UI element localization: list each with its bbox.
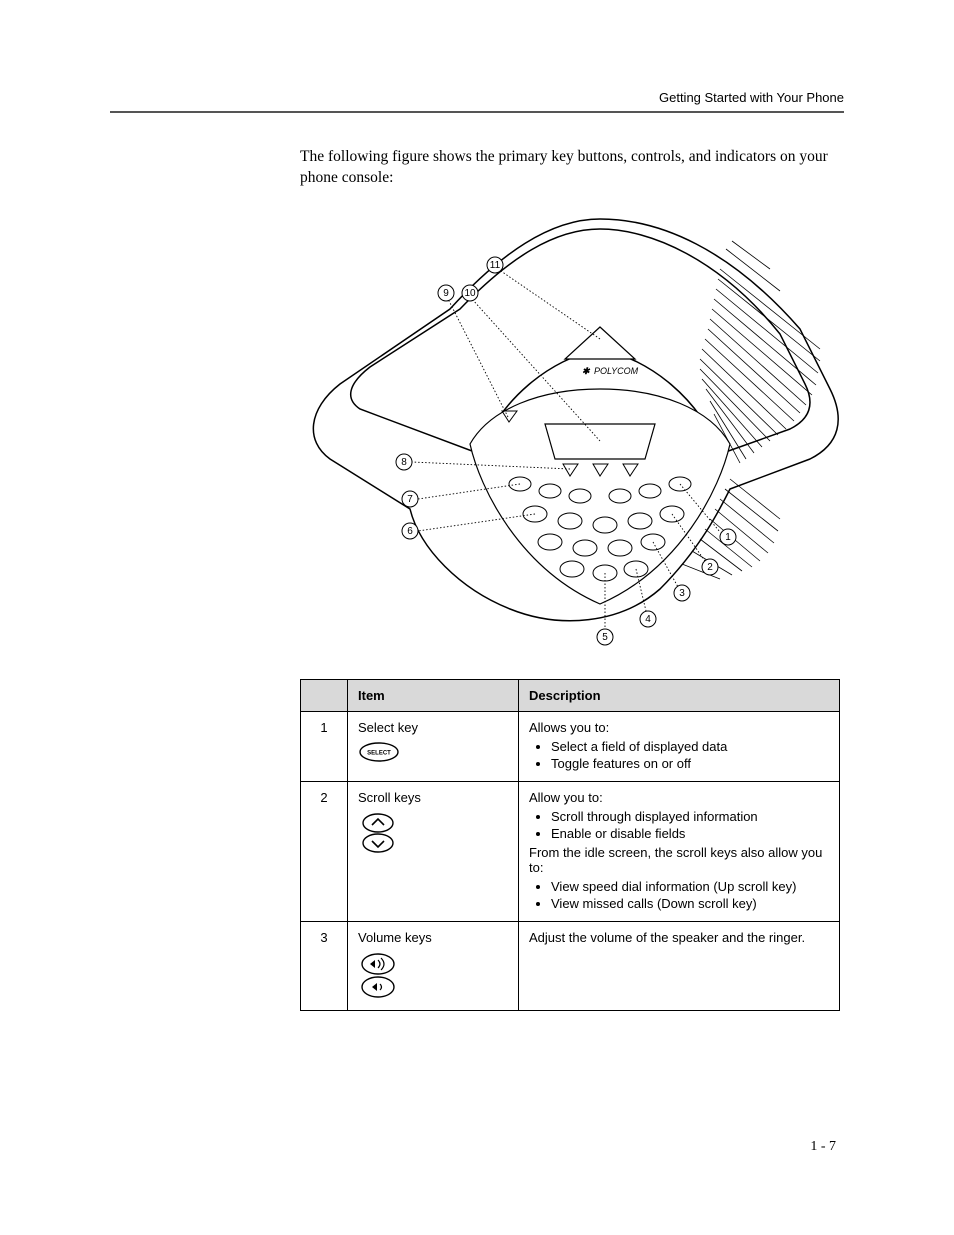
svg-text:SELECT: SELECT	[367, 750, 391, 756]
col-item: Item	[348, 679, 519, 711]
svg-text:6: 6	[407, 526, 413, 537]
intro-text: The following figure shows the primary k…	[300, 147, 844, 189]
svg-text:3: 3	[679, 588, 685, 599]
svg-text:9: 9	[443, 288, 449, 299]
col-blank	[301, 679, 348, 711]
scroll-keys-icon	[358, 811, 508, 858]
keys-table: Item Description 1 Select key SELECT	[300, 679, 840, 1011]
svg-text:5: 5	[602, 632, 608, 643]
svg-text:1: 1	[725, 532, 731, 543]
svg-text:2: 2	[707, 562, 713, 573]
row-num: 2	[301, 781, 348, 921]
svg-text:8: 8	[401, 457, 407, 468]
header-rule	[110, 111, 844, 113]
svg-text:4: 4	[645, 614, 651, 625]
svg-text:7: 7	[407, 494, 413, 505]
row-item: Volume keys	[348, 921, 519, 1010]
row-desc: Allow you to: Scroll through displayed i…	[519, 781, 840, 921]
table-row: 3 Volume keys	[301, 921, 840, 1010]
row-num: 3	[301, 921, 348, 1010]
table-row: 2 Scroll keys Allow you to:	[301, 781, 840, 921]
row-desc: Allows you to: Select a field of display…	[519, 711, 840, 781]
svg-text:10: 10	[464, 288, 476, 299]
row-desc: Adjust the volume of the speaker and the…	[519, 921, 840, 1010]
table-row: 1 Select key SELECT Allows you to: Selec…	[301, 711, 840, 781]
select-key-icon: SELECT	[358, 741, 508, 766]
row-item: Scroll keys	[348, 781, 519, 921]
svg-text:POLYCOM: POLYCOM	[594, 366, 639, 376]
volume-keys-icon	[358, 951, 508, 1002]
col-description: Description	[519, 679, 840, 711]
row-num: 1	[301, 711, 348, 781]
svg-text:11: 11	[490, 260, 501, 271]
page-header: Getting Started with Your Phone	[110, 90, 844, 105]
phone-figure: ✱ POLYCOM	[300, 209, 844, 649]
row-item: Select key SELECT	[348, 711, 519, 781]
page-number: 1 - 7	[810, 1139, 836, 1155]
